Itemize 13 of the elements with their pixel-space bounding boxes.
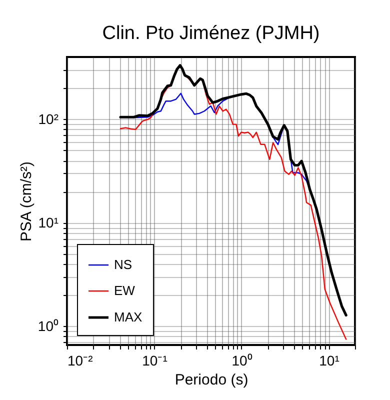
legend-label: MAX (114, 310, 142, 324)
x-axis-title: Periodo (s) (174, 372, 248, 388)
y-tick-label: 10² (38, 110, 59, 127)
x-tick-label: 10⁰ (232, 352, 252, 368)
y-tick-label: 10¹ (38, 214, 59, 230)
y-axis-title: PSA (cm/s²) (18, 161, 35, 242)
y-tick-label: 10⁰ (38, 318, 58, 334)
legend-label: NS (114, 257, 132, 272)
chart-title: Clin. Pto Jiménez (PJMH) (102, 23, 320, 44)
x-tick-label: 10¹ (319, 352, 340, 368)
x-tick-label: 10⁻¹ (142, 352, 168, 368)
legend-label: EW (114, 283, 136, 298)
x-tick-label: 10⁻² (68, 352, 94, 368)
